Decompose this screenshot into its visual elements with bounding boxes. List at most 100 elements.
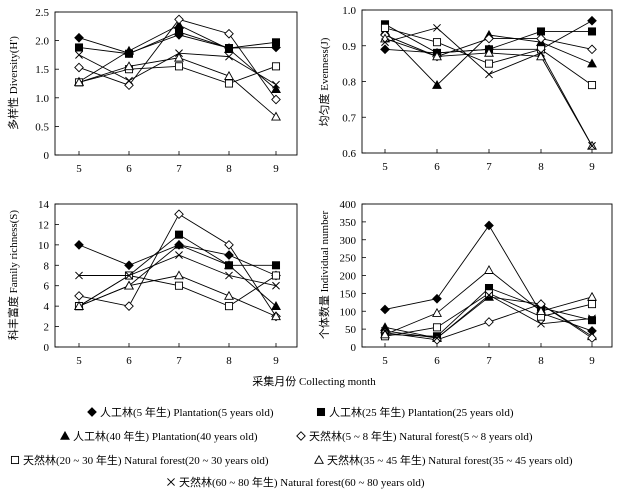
data-point <box>174 230 184 239</box>
y-tick-label: 12 <box>38 219 49 231</box>
data-point <box>174 209 184 220</box>
legend: 人工林(5 年生) Plantation(5 years old) 人工林(25 … <box>10 405 573 489</box>
data-point <box>125 76 133 85</box>
data-point <box>174 52 184 62</box>
data-point <box>124 280 134 290</box>
data-point <box>380 304 390 315</box>
x-tick-label: 8 <box>538 355 544 367</box>
data-point <box>271 94 281 105</box>
panel-diversity: 0 0.5 1.0 1.5 2.0 2.5 5 6 7 8 9 多样性 Diversity(H') <box>6 7 298 175</box>
data-point <box>74 32 84 43</box>
data-point <box>587 300 597 309</box>
y-tick-label: 0.7 <box>342 112 356 124</box>
data-point <box>124 61 134 71</box>
data-point <box>125 271 133 280</box>
data-point <box>484 289 494 298</box>
x-axis-caption: 采集月份 Collecting month <box>252 374 376 388</box>
x-tick-label: 7 <box>486 161 492 173</box>
series-line <box>384 224 593 332</box>
data-point <box>381 38 389 47</box>
data-point <box>174 270 184 280</box>
y-tick-label: 10 <box>38 240 50 252</box>
x-tick-label: 7 <box>486 355 492 367</box>
data-point <box>74 62 84 73</box>
y-tick-label: 4 <box>44 301 50 313</box>
series-line <box>78 275 277 317</box>
y-tick-label: 0.6 <box>342 148 356 160</box>
data-point <box>536 306 546 316</box>
data-point <box>124 260 134 271</box>
data-point <box>588 141 596 150</box>
x-tick-label: 6 <box>126 163 132 175</box>
y-axis-label: 均匀度 Evenness(J) <box>317 37 331 126</box>
data-point <box>224 79 234 88</box>
data-point <box>587 81 597 90</box>
data-point <box>433 334 441 342</box>
y-tick-label: 6 <box>44 281 50 293</box>
data-point <box>74 291 84 301</box>
data-point <box>432 323 442 332</box>
y-tick-label: 0.5 <box>35 121 49 133</box>
plot-frame <box>54 11 298 156</box>
y-tick-label: 0 <box>44 150 50 162</box>
data-point <box>174 28 184 37</box>
data-point <box>271 111 281 121</box>
data-point <box>74 240 84 250</box>
data-point <box>271 62 281 71</box>
data-point <box>380 329 390 339</box>
data-point <box>225 271 233 280</box>
data-point <box>271 38 281 47</box>
x-tick-label: 5 <box>76 163 82 175</box>
y-tick-label: 8 <box>44 260 50 272</box>
data-point <box>224 70 234 80</box>
data-point <box>432 293 442 304</box>
x-tick-label: 5 <box>382 161 388 173</box>
legend-marker <box>296 431 306 441</box>
legend-label: 天然林(20 ~ 30 年生) Natural forest(20 ~ 30 y… <box>23 453 269 467</box>
panel-family-richness: 0 2 4 6 8 10 12 14 5 6 7 8 9 科丰富度 Family richness(S) <box>6 199 298 367</box>
data-point <box>433 23 441 32</box>
data-point <box>124 80 134 91</box>
y-tick-label: 14 <box>38 199 50 211</box>
data-point <box>174 239 184 249</box>
y-tick-label: 2 <box>44 322 50 334</box>
data-point <box>75 271 83 280</box>
data-point <box>432 79 442 89</box>
panel-evenness: 0.6 0.7 0.8 0.9 1.0 5 6 7 8 9 均匀度 Evenness(J) <box>317 5 613 173</box>
x-tick-label: 9 <box>273 163 279 175</box>
legend-marker <box>314 454 324 464</box>
data-point <box>432 38 442 47</box>
data-point <box>381 326 389 335</box>
y-axis-label: 个体数量 Individual number <box>317 211 331 340</box>
x-tick-label: 8 <box>226 355 232 367</box>
y-tick-label: 150 <box>340 288 357 300</box>
data-point <box>587 291 597 301</box>
data-point <box>587 27 597 36</box>
data-point <box>271 84 281 94</box>
y-tick-label: 0.8 <box>342 77 356 89</box>
data-point <box>587 15 597 26</box>
x-tick-label: 8 <box>226 163 232 175</box>
data-point <box>485 291 493 300</box>
x-tick-label: 5 <box>382 355 388 367</box>
y-tick-label: 200 <box>340 271 357 283</box>
y-axis-label: 多样性 Diversity(H') <box>6 36 20 130</box>
data-point <box>484 220 494 231</box>
data-point <box>380 23 390 32</box>
data-point <box>174 281 184 290</box>
data-point <box>484 265 494 274</box>
data-point <box>587 44 597 55</box>
y-tick-label: 0 <box>351 342 357 354</box>
x-tick-label: 9 <box>273 355 279 367</box>
data-point <box>224 290 234 300</box>
data-point <box>124 45 134 55</box>
legend-marker <box>316 407 326 417</box>
data-point <box>380 44 390 55</box>
data-point <box>224 28 234 39</box>
x-tick-label: 9 <box>589 161 595 173</box>
data-point <box>271 261 281 270</box>
legend-label: 天然林(60 ~ 80 年生) Natural forest(60 ~ 80 y… <box>179 475 425 489</box>
y-tick-label: 0 <box>44 342 50 354</box>
data-point <box>174 20 184 29</box>
data-point <box>432 307 442 317</box>
